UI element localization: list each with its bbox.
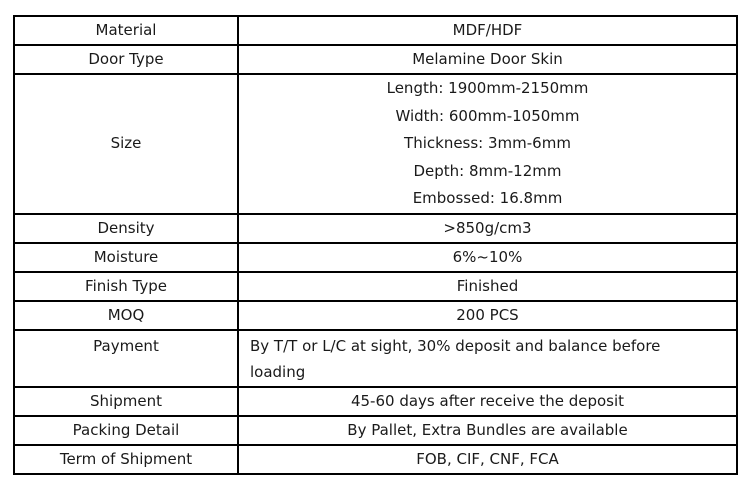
spec-row-size: Size Length: 1900mm-2150mm Width: 600mm-… — [13, 73, 738, 215]
product-spec-table: Material MDF/HDF Door Type Melamine Door… — [13, 15, 738, 475]
spec-row-payment: Payment By T/T or L/C at sight, 30% depo… — [13, 328, 738, 388]
spec-table-body: Material MDF/HDF Door Type Melamine Door… — [13, 15, 738, 475]
spec-row-shipment: Shipment 45-60 days after receive the de… — [13, 385, 738, 417]
spec-value-term-of-shipment: FOB, CIF, CNF, FCA — [237, 443, 738, 475]
spec-value-packing-detail: By Pallet, Extra Bundles are available — [237, 414, 738, 446]
spec-row-term-of-shipment: Term of Shipment FOB, CIF, CNF, FCA — [13, 443, 738, 475]
spec-label-shipment: Shipment — [13, 385, 239, 417]
spec-value-size: Length: 1900mm-2150mm Width: 600mm-1050m… — [237, 73, 738, 215]
spec-row-moq: MOQ 200 PCS — [13, 299, 738, 331]
spec-value-material: MDF/HDF — [237, 15, 738, 46]
spec-label-density: Density — [13, 212, 239, 244]
spec-label-material: Material — [13, 15, 239, 46]
spec-row-moisture: Moisture 6%~10% — [13, 241, 738, 273]
spec-row-density: Density >850g/cm3 — [13, 212, 738, 244]
spec-label-door-type: Door Type — [13, 44, 239, 75]
spec-label-size: Size — [13, 73, 239, 215]
spec-row-door-type: Door Type Melamine Door Skin — [13, 44, 738, 75]
spec-row-packing-detail: Packing Detail By Pallet, Extra Bundles … — [13, 414, 738, 446]
spec-label-moq: MOQ — [13, 299, 239, 331]
spec-value-finish-type: Finished — [237, 270, 738, 302]
spec-row-finish-type: Finish Type Finished — [13, 270, 738, 302]
spec-label-payment: Payment — [13, 328, 239, 388]
spec-value-moq: 200 PCS — [237, 299, 738, 331]
spec-value-door-type: Melamine Door Skin — [237, 44, 738, 75]
spec-label-moisture: Moisture — [13, 241, 239, 273]
spec-row-material: Material MDF/HDF — [13, 15, 738, 46]
spec-label-finish-type: Finish Type — [13, 270, 239, 302]
spec-label-term-of-shipment: Term of Shipment — [13, 443, 239, 475]
spec-value-payment: By T/T or L/C at sight, 30% deposit and … — [237, 328, 738, 388]
spec-value-moisture: 6%~10% — [237, 241, 738, 273]
spec-label-packing-detail: Packing Detail — [13, 414, 239, 446]
spec-value-shipment: 45-60 days after receive the deposit — [237, 385, 738, 417]
spec-value-density: >850g/cm3 — [237, 212, 738, 244]
